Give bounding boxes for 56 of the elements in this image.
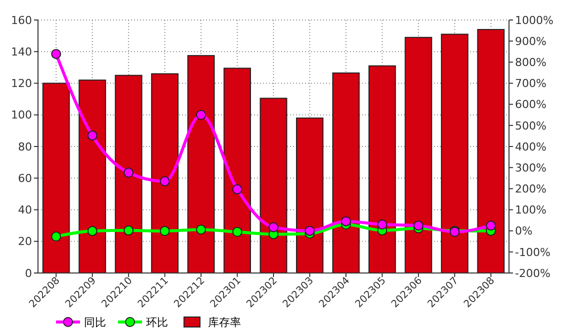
point (87, 130, 98, 141)
y-tick-label: 120 (11, 77, 32, 90)
y2-tick-label: 200% (515, 182, 546, 196)
y2-tick-label: 500% (515, 119, 546, 132)
y2-tick-label: 0% (515, 224, 532, 238)
bar (332, 72, 360, 274)
y2-tick-label: 1000% (515, 14, 554, 27)
bar (114, 74, 142, 274)
y2-tick-label: 900% (515, 34, 546, 48)
point (124, 168, 134, 178)
y2-tick-label: 600% (515, 98, 546, 112)
point (51, 232, 62, 242)
y-tick-label: 80 (18, 140, 32, 154)
point (340, 216, 351, 226)
y-tick-label: 0 (25, 266, 32, 280)
bar (151, 73, 179, 274)
bar (477, 28, 505, 274)
legend-label: 库存率 (208, 316, 241, 329)
y-tick-label: 140 (11, 45, 32, 58)
point (87, 226, 98, 236)
y2-tick-label: -200% (515, 266, 550, 280)
point (160, 176, 170, 186)
bar (224, 68, 251, 274)
point (232, 184, 242, 194)
point (304, 226, 315, 236)
point (377, 220, 388, 230)
bar (187, 55, 215, 274)
bar (404, 36, 432, 274)
bar (78, 80, 106, 274)
bar (260, 98, 288, 274)
y-tick-label: 20 (18, 235, 32, 248)
y2-tick-label: 400% (515, 140, 546, 154)
y2-tick-label: 800% (515, 56, 546, 70)
legend-label: 同比 (84, 316, 106, 329)
bar (42, 82, 70, 274)
point (51, 48, 62, 59)
point (486, 220, 496, 231)
bar (440, 34, 468, 274)
point (124, 225, 134, 236)
point (232, 226, 242, 237)
y-tick-label: 160 (11, 14, 32, 27)
point (196, 224, 206, 235)
bar (368, 65, 396, 274)
legend-label: 环比 (146, 316, 168, 329)
point (268, 222, 278, 232)
point (196, 110, 206, 120)
point (160, 226, 170, 236)
y2-tick-label: 100% (515, 204, 546, 217)
y2-tick-label: -100% (515, 246, 550, 259)
bar (296, 118, 324, 274)
y2-tick-label: 700% (515, 77, 546, 90)
y-tick-label: 40 (18, 204, 32, 217)
y2-tick-label: 300% (515, 161, 546, 174)
y-tick-label: 100 (11, 108, 32, 122)
point (413, 220, 424, 231)
y-tick-label: 60 (18, 172, 32, 185)
